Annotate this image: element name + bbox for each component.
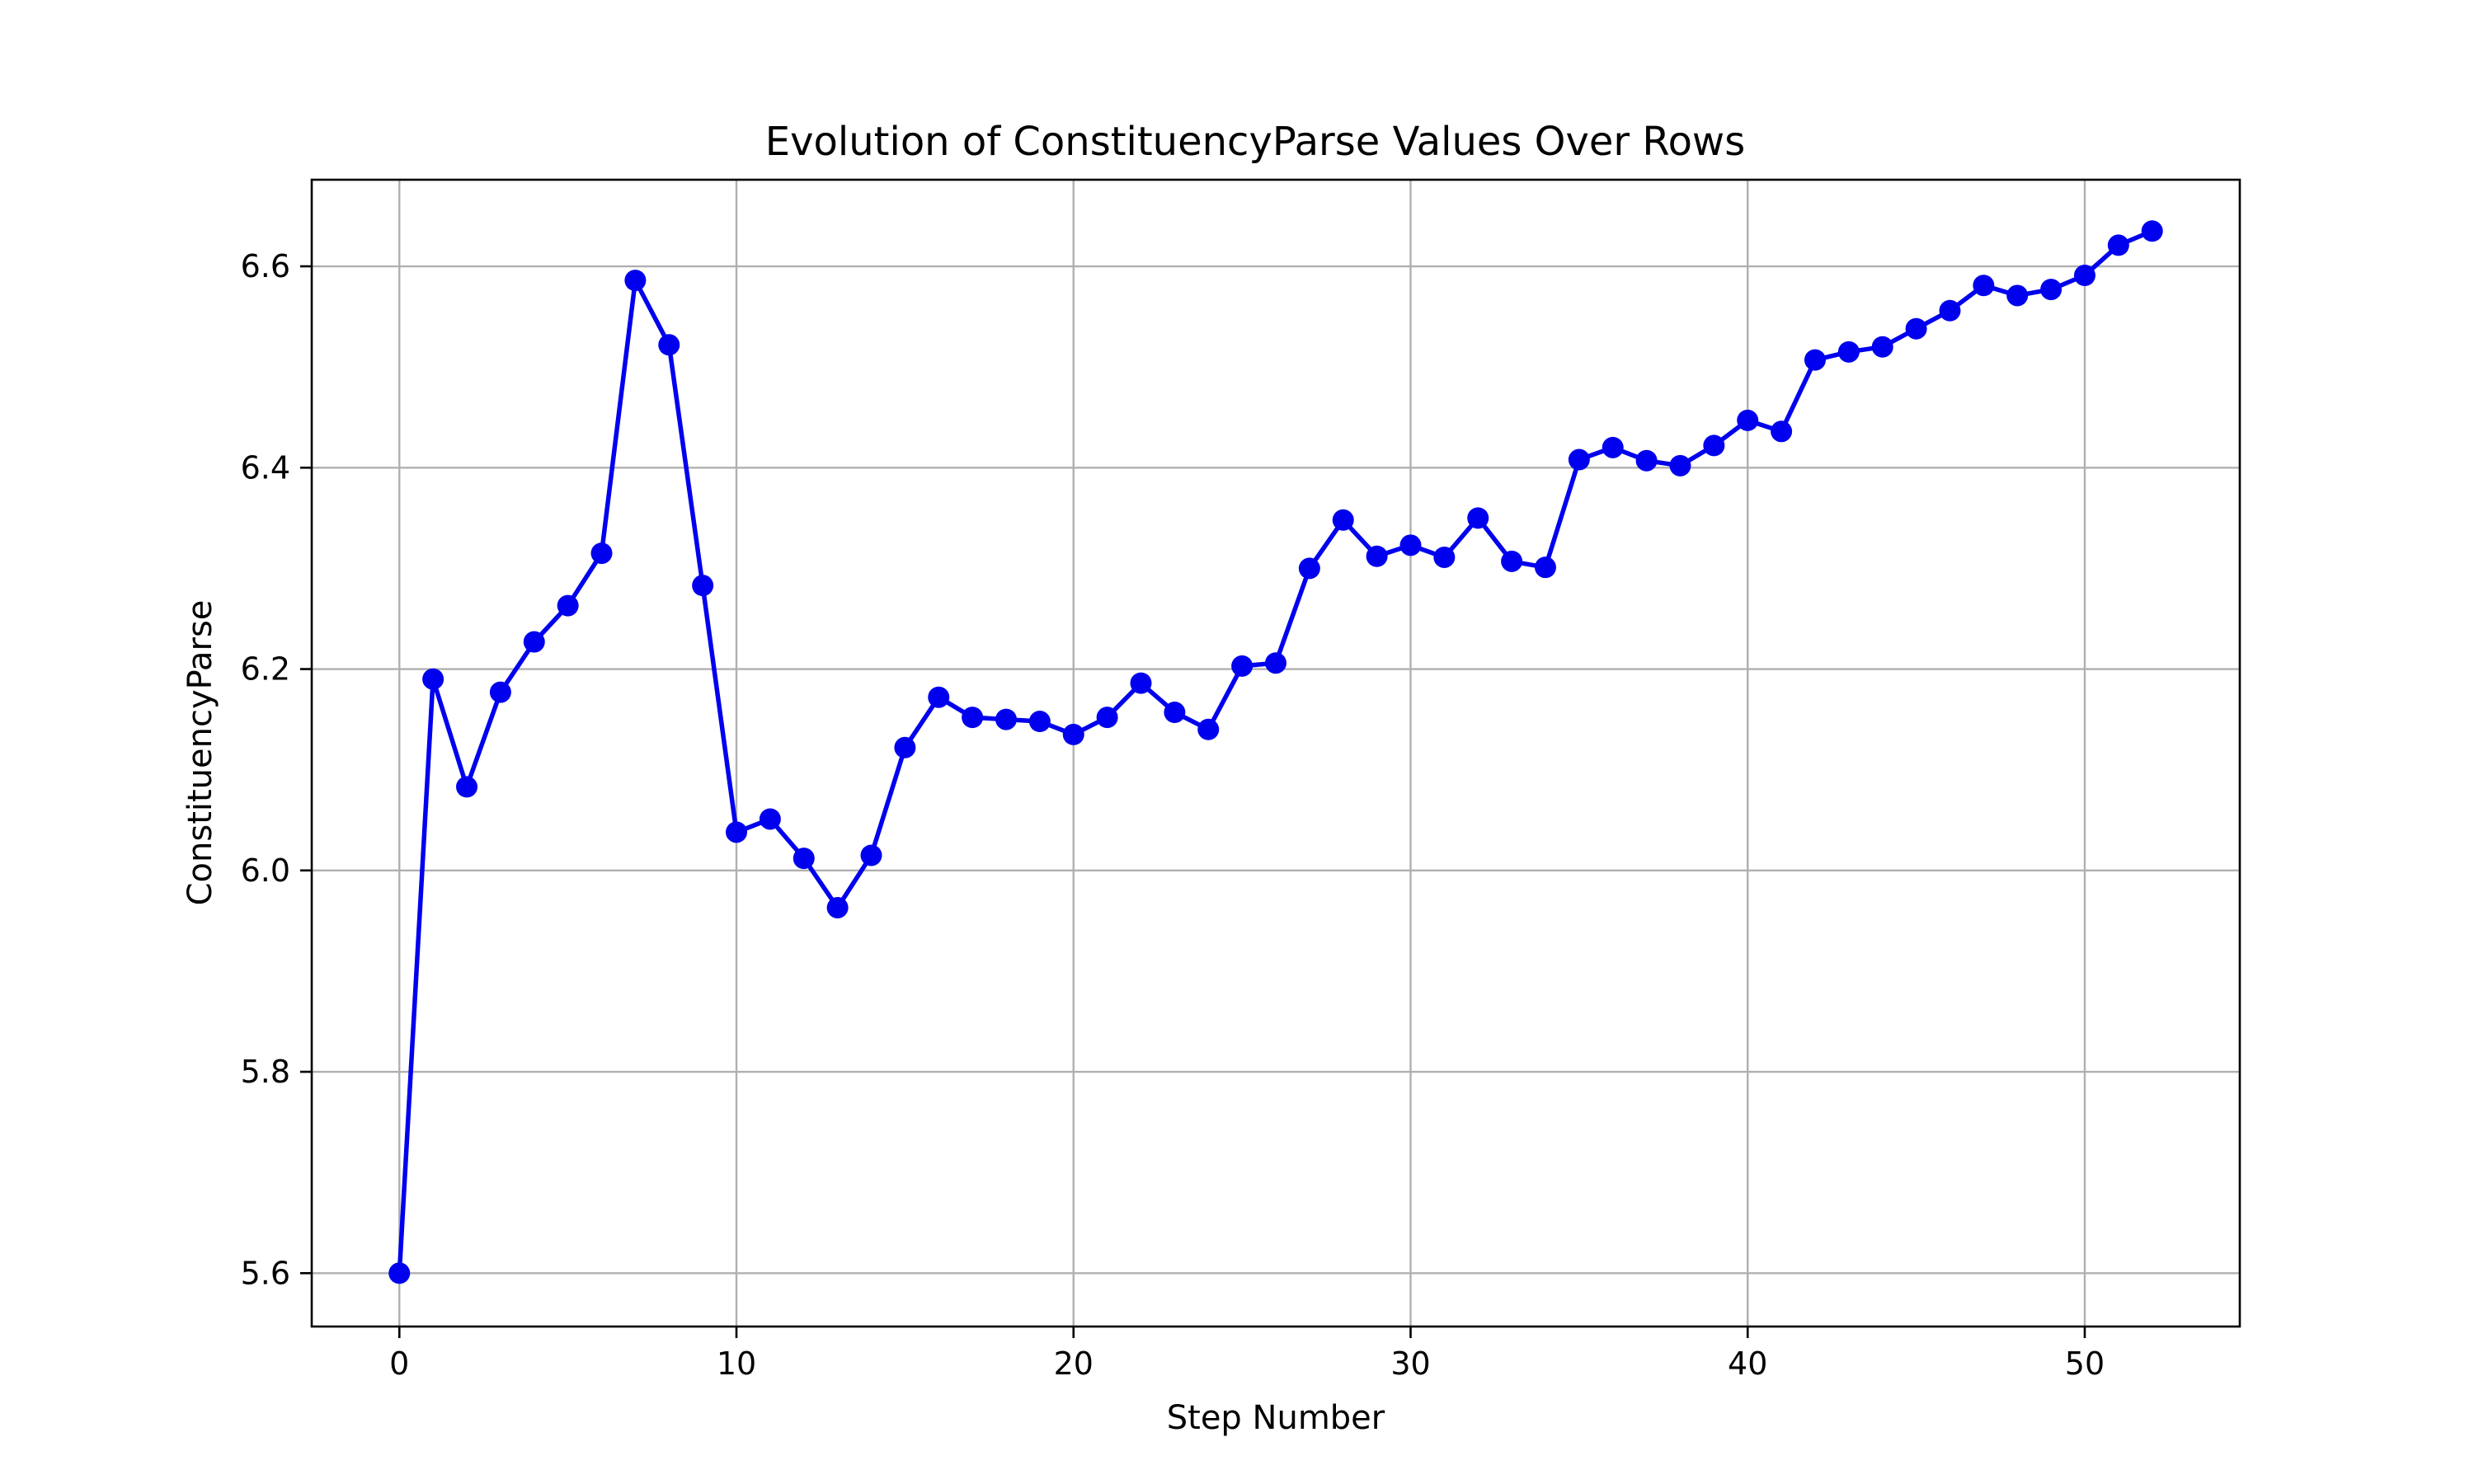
data-point	[894, 736, 916, 758]
data-point	[658, 334, 680, 356]
data-point	[1737, 409, 1759, 431]
data-point	[422, 668, 444, 690]
data-point	[928, 686, 950, 708]
data-point	[456, 776, 478, 798]
data-point	[1164, 702, 1186, 724]
data-point	[1467, 507, 1489, 529]
axis-ticks: 0 10 20 30 40 50 5.6 5.8 6.0 6.2 6.4 6.6	[241, 248, 2105, 1382]
data-point	[692, 575, 714, 597]
data-point	[1433, 546, 1456, 568]
data-point	[1905, 317, 1927, 340]
data-point	[1096, 707, 1118, 729]
data-point	[759, 808, 781, 830]
data-point	[1703, 434, 1725, 457]
data-point	[1265, 652, 1286, 674]
series-layer	[388, 220, 2163, 1284]
plot-frame	[310, 178, 2241, 1328]
data-point	[2040, 279, 2062, 301]
data-point	[1332, 509, 1354, 531]
data-point	[388, 1262, 411, 1284]
x-tick-label: 30	[1390, 1345, 1430, 1382]
y-tick-label: 6.4	[241, 449, 290, 486]
data-point	[1501, 550, 1523, 572]
data-point	[2006, 284, 2029, 307]
grid-lines	[312, 180, 2240, 1327]
chart-title: Evolution of ConstituencyParse Values Ov…	[765, 119, 1745, 165]
y-tick-label: 5.8	[241, 1054, 290, 1090]
data-point	[489, 681, 511, 703]
x-tick-label: 10	[717, 1345, 756, 1382]
x-tick-label: 40	[1728, 1345, 1767, 1382]
y-tick-label: 6.0	[241, 852, 290, 889]
data-point	[1635, 449, 1658, 472]
data-point	[523, 631, 545, 653]
data-point	[860, 844, 882, 866]
data-point	[1366, 545, 1388, 567]
x-tick-label: 0	[389, 1345, 409, 1382]
y-axis-label: ConstituencyParse	[181, 600, 219, 906]
x-tick-label: 20	[1054, 1345, 1094, 1382]
data-point	[2107, 234, 2129, 256]
y-tick-label: 6.6	[241, 248, 290, 284]
data-point	[1298, 557, 1320, 580]
data-point	[1973, 275, 1995, 297]
data-point	[962, 707, 984, 729]
data-point	[1771, 420, 1793, 443]
data-point	[726, 821, 748, 843]
data-point	[1939, 299, 1961, 322]
data-point	[590, 542, 613, 565]
data-point	[1399, 534, 1422, 556]
data-point	[1602, 436, 1624, 458]
data-point	[557, 594, 579, 617]
data-point	[1804, 349, 1826, 371]
data-point	[1197, 718, 1220, 740]
data-point	[1568, 448, 1590, 471]
data-point	[1231, 655, 1253, 677]
data-point	[1130, 672, 1152, 694]
data-point	[793, 848, 815, 870]
data-point	[1837, 340, 1860, 363]
data-point	[826, 896, 849, 918]
data-point	[1062, 723, 1084, 745]
x-tick-label: 50	[2065, 1345, 2105, 1382]
data-point	[1669, 454, 1691, 477]
data-point	[1871, 336, 1893, 358]
y-tick-label: 5.6	[241, 1255, 290, 1291]
data-point	[2073, 265, 2095, 287]
data-point	[624, 270, 647, 292]
x-axis-label: Step Number	[1167, 1399, 1385, 1437]
data-point	[1028, 711, 1051, 733]
data-point	[1534, 556, 1556, 579]
data-point	[995, 708, 1018, 730]
y-tick-label: 6.2	[241, 651, 290, 688]
data-point	[2141, 220, 2163, 242]
